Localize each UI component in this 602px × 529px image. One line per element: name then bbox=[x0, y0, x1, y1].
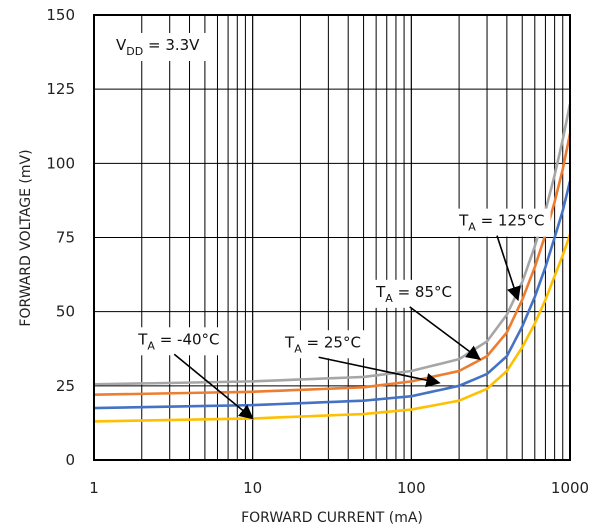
annotation-label-2: TA = 25°C bbox=[284, 333, 361, 355]
series-line-2 bbox=[93, 180, 572, 410]
annotation-label-2-group: TA = 25°C bbox=[278, 330, 367, 359]
annotation-label-1: TA = 85°C bbox=[375, 283, 452, 305]
y-tick-label: 25 bbox=[56, 377, 75, 395]
annotation-arrow-2 bbox=[318, 356, 441, 388]
x-tick-label: 10 bbox=[243, 479, 262, 497]
series-line-3 bbox=[93, 234, 572, 423]
vdd-condition-label-group: VDD = 3.3V bbox=[110, 33, 207, 61]
y-tick-label: 0 bbox=[65, 451, 75, 469]
x-axis-title: FORWARD CURRENT (mA) bbox=[241, 510, 423, 526]
annotation-label-3: TA = -40°C bbox=[137, 330, 219, 352]
x-tick-label: 100 bbox=[397, 479, 426, 497]
plot-border bbox=[93, 14, 571, 461]
annotation-label-0-bg bbox=[452, 208, 551, 237]
y-tick-label: 125 bbox=[46, 80, 75, 98]
series-line-0 bbox=[93, 103, 572, 386]
plot-frame bbox=[93, 14, 571, 461]
vdd-condition-label: VDD = 3.3V bbox=[116, 36, 200, 58]
annotations: VDD = 3.3V TA = 125°C TA = 85°C TA = 25°C TA… bbox=[110, 33, 551, 420]
annotation-label-0-group: TA = 125°C bbox=[452, 208, 551, 237]
tick-labels: 1 10 100 1000 0 25 50 75 100 125 150 bbox=[46, 6, 589, 497]
series-line-1 bbox=[93, 133, 572, 397]
annotation-label-2-bg bbox=[278, 330, 367, 359]
annotation-label-0: TA = 125°C bbox=[458, 212, 544, 234]
x-tick-label: 1000 bbox=[551, 479, 589, 497]
annotation-arrow-3 bbox=[173, 353, 254, 420]
annotation-arrow-0 bbox=[496, 235, 521, 302]
annotation-label-1-bg bbox=[369, 279, 459, 308]
annotation-arrow-1 bbox=[409, 306, 481, 360]
y-tick-label: 150 bbox=[46, 6, 75, 24]
annotation-label-3-group: TA = -40°C bbox=[131, 327, 226, 356]
y-axis-title: FORWARD VOLTAGE (mV) bbox=[18, 149, 34, 326]
y-tick-label: 75 bbox=[56, 229, 75, 247]
y-tick-label: 100 bbox=[46, 154, 75, 172]
annotation-label-1-group: TA = 85°C bbox=[369, 279, 459, 308]
x-tick-label: 1 bbox=[89, 479, 99, 497]
annotation-label-3-bg bbox=[131, 327, 226, 356]
grid-lines bbox=[94, 15, 570, 460]
y-tick-label: 50 bbox=[56, 303, 75, 321]
series-group bbox=[93, 103, 572, 423]
vdd-condition-label-bg bbox=[110, 33, 207, 61]
